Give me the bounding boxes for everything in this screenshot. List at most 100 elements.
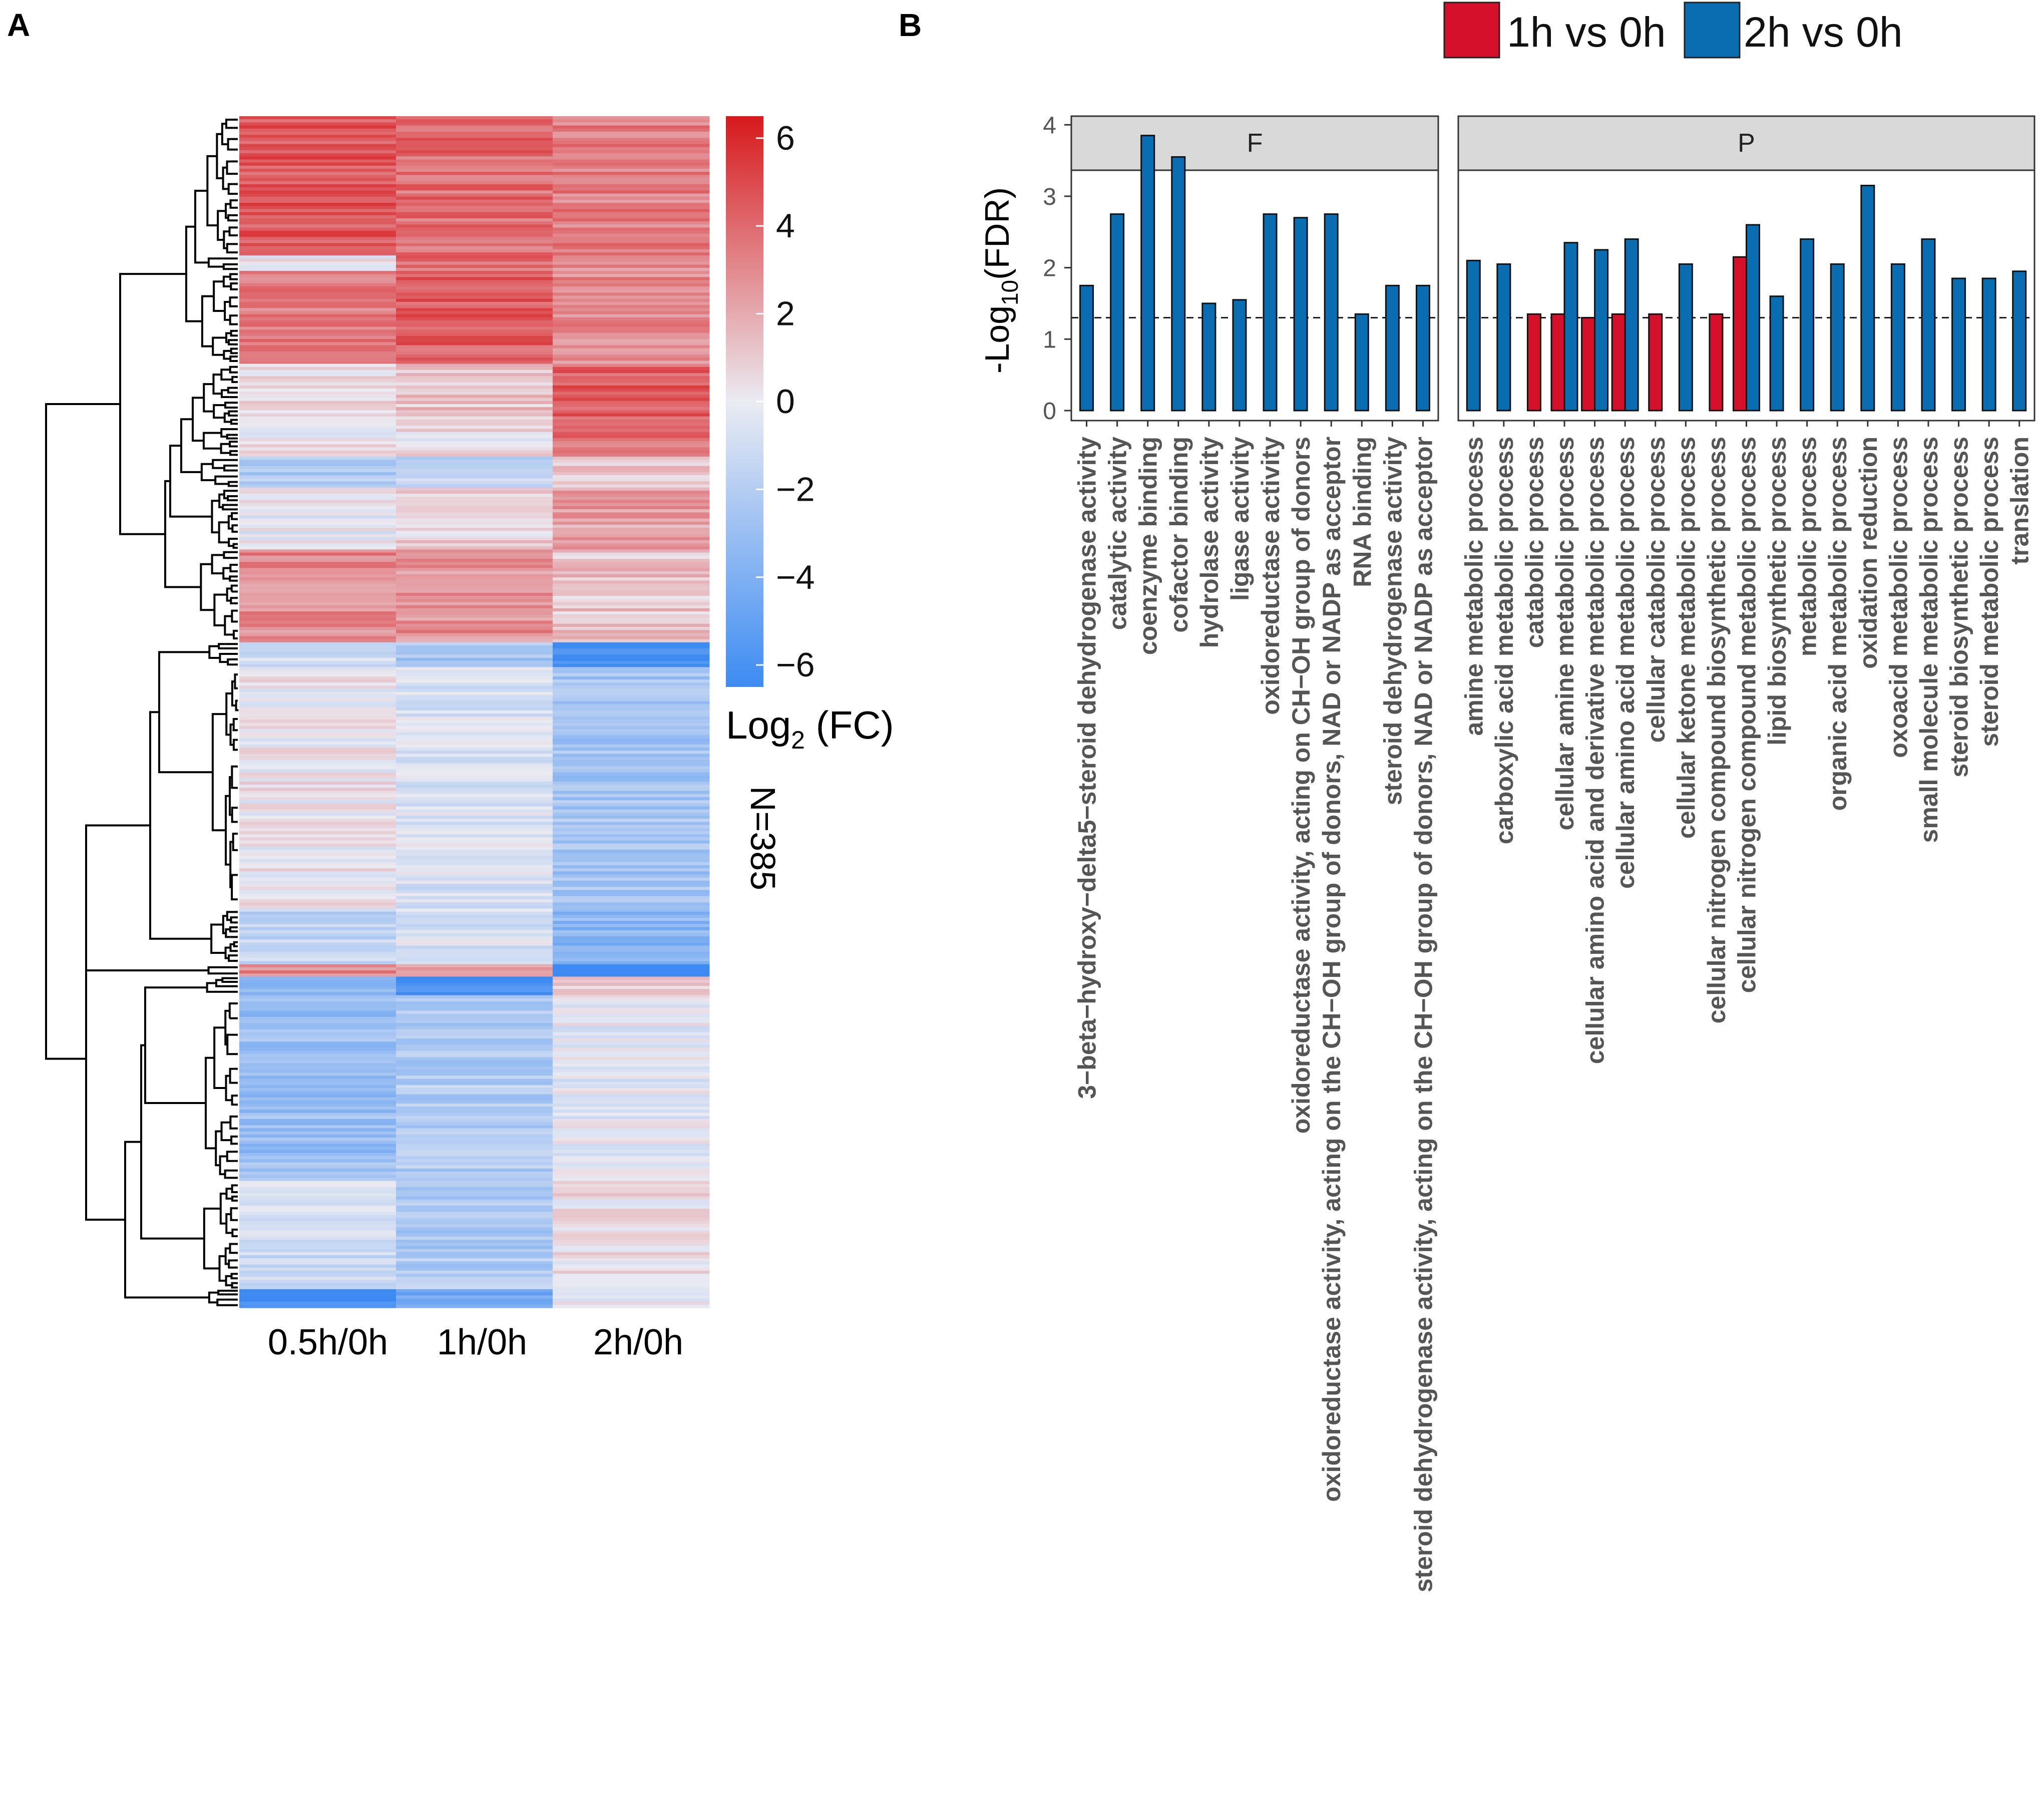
heatmap-cell xyxy=(239,233,396,237)
heatmap-cell xyxy=(239,719,396,723)
heatmap-cell xyxy=(396,989,553,993)
heatmap-cell xyxy=(396,138,553,142)
heatmap-cell xyxy=(239,435,396,439)
heatmap-cell xyxy=(239,125,396,129)
dendrogram-link xyxy=(85,824,209,972)
x-category-label: coenzyme binding xyxy=(1134,437,1162,655)
heatmap-cell xyxy=(553,320,710,324)
dendrogram-link xyxy=(225,1275,232,1287)
heatmap-cell xyxy=(553,593,710,596)
heatmap-cell xyxy=(239,357,396,361)
heatmap-cell xyxy=(553,515,710,519)
heatmap-cell xyxy=(239,1178,396,1182)
heatmap-cell xyxy=(553,1175,710,1178)
heatmap-cell xyxy=(239,227,396,231)
heatmap-cell xyxy=(553,617,710,621)
heatmap-cell xyxy=(553,772,710,776)
heatmap-cell xyxy=(553,144,710,148)
heatmap-cell xyxy=(396,398,553,402)
heatmap-cell xyxy=(553,311,710,315)
heatmap-cell xyxy=(239,1301,396,1305)
heatmap-cell xyxy=(239,487,396,491)
heatmap-cell xyxy=(396,648,553,652)
heatmap-cell xyxy=(396,416,553,420)
heatmap-cell xyxy=(553,135,710,138)
heatmap-cell xyxy=(553,1289,710,1293)
heatmap-cell xyxy=(553,1050,710,1054)
heatmap-cell xyxy=(553,1116,710,1120)
heatmap-cell xyxy=(553,224,710,228)
heatmap-cell xyxy=(239,1286,396,1290)
heatmap-cell xyxy=(553,716,710,720)
heatmap-cell xyxy=(239,738,396,742)
dendrogram-link xyxy=(226,1151,235,1162)
heatmap-cell xyxy=(553,661,710,664)
facet-strip xyxy=(1070,115,1439,171)
heatmap-cell xyxy=(553,574,710,578)
heatmap-cell xyxy=(396,233,553,237)
heatmap-cell xyxy=(553,599,710,603)
heatmap-cell xyxy=(396,528,553,531)
heatmap-cell xyxy=(396,1212,553,1216)
heatmap-cell xyxy=(553,1069,710,1073)
heatmap-cell xyxy=(396,531,553,535)
x-category-label: ligase activity xyxy=(1226,437,1254,601)
heatmap-cell xyxy=(553,865,710,869)
heatmap-cell xyxy=(239,199,396,203)
heatmap-cell xyxy=(239,246,396,250)
heatmap-cell xyxy=(396,688,553,692)
heatmap-cell xyxy=(396,1252,553,1256)
heatmap-cell xyxy=(239,589,396,593)
heatmap-cell xyxy=(396,419,553,423)
heatmap-cell xyxy=(239,258,396,262)
heatmap-cell xyxy=(553,230,710,234)
heatmap-cell xyxy=(239,1023,396,1027)
heatmap-cell xyxy=(396,410,553,414)
heatmap-cell xyxy=(396,298,553,302)
heatmap-cell xyxy=(239,744,396,748)
heatmap-cell xyxy=(239,617,396,621)
heatmap-cell xyxy=(396,206,553,210)
heatmap-cell xyxy=(396,880,553,884)
heatmap-cell xyxy=(239,423,396,426)
heatmap-cell xyxy=(239,1072,396,1076)
heatmap-cell xyxy=(239,1128,396,1132)
heatmap-cell xyxy=(239,494,396,497)
x-category-label: 3−beta−hydroxy−delta5−steroid dehydrogen… xyxy=(1073,437,1101,1099)
heatmap-cell xyxy=(553,227,710,231)
heatmap-cell xyxy=(553,751,710,755)
heatmap-cell xyxy=(553,620,710,624)
x-category-label: steroid biosynthetic process xyxy=(1945,437,1973,778)
bar-2h xyxy=(1860,185,1875,412)
heatmap-cell xyxy=(239,1026,396,1030)
heatmap-cell xyxy=(239,623,396,627)
heatmap-cell xyxy=(239,1181,396,1185)
heatmap-cell xyxy=(239,345,396,349)
heatmap-cell xyxy=(239,1246,396,1250)
heatmap-cell xyxy=(553,1084,710,1089)
heatmap-cell xyxy=(396,763,553,767)
heatmap-cell xyxy=(396,676,553,680)
heatmap-cell xyxy=(396,1209,553,1212)
heatmap-cell xyxy=(239,1212,396,1216)
colorbar-title-tail: (FC) xyxy=(805,703,894,747)
heatmap-cell xyxy=(239,1113,396,1117)
heatmap-cell xyxy=(553,240,710,244)
heatmap-cell xyxy=(553,698,710,701)
dendrogram-link xyxy=(225,1213,233,1234)
heatmap-cell xyxy=(396,385,553,389)
heatmap-cell xyxy=(553,877,710,881)
heatmap-cell xyxy=(396,791,553,795)
dendrogram-link xyxy=(220,389,230,399)
heatmap-cell xyxy=(553,1298,710,1302)
dendrogram-link xyxy=(227,339,233,345)
heatmap-cell xyxy=(239,1202,396,1206)
bar-2h xyxy=(1830,263,1845,412)
heatmap-cell xyxy=(239,794,396,798)
heatmap-cell xyxy=(396,1187,553,1191)
heatmap-cell xyxy=(553,512,710,516)
heatmap-cell xyxy=(239,311,396,315)
heatmap-cell xyxy=(553,1212,710,1216)
heatmap-cell xyxy=(396,809,553,813)
x-category-label: oxidoreductase activity, acting on the C… xyxy=(1318,437,1346,1502)
